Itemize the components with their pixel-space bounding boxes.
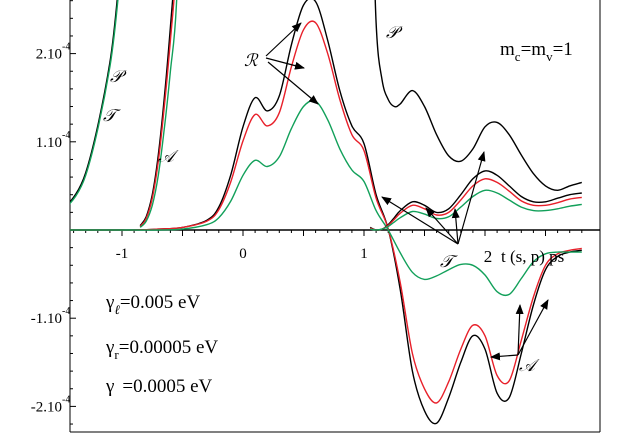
annotation-a-right: 𝒜 bbox=[519, 356, 540, 375]
tick-labels: -1 0 1 22.10 -41.10 -4-1.10 -4-2.10 -4 bbox=[31, 42, 493, 416]
param-gamma-l-symbol: γ bbox=[105, 292, 114, 313]
arrow-t-3 bbox=[451, 208, 460, 245]
param-gamma-r-sub: r bbox=[114, 347, 119, 362]
annotation-t-right: 𝒯 bbox=[440, 252, 458, 271]
series-line-1 bbox=[70, 20, 582, 404]
series-line-0 bbox=[70, 0, 582, 425]
arrow-r-1 bbox=[265, 22, 302, 57]
series-line-9 bbox=[369, 178, 582, 231]
series-line-2 bbox=[70, 99, 582, 297]
svg-text:γℓ=0.005 eV: γℓ=0.005 eV bbox=[105, 292, 200, 317]
mass-label: mc=mv=1 bbox=[500, 39, 573, 64]
svg-text:γr=0.00005 eV: γr=0.00005 eV bbox=[105, 337, 218, 362]
arrow-t-2 bbox=[425, 207, 459, 245]
arrow-r-3 bbox=[267, 61, 319, 105]
arrow-t-1 bbox=[381, 196, 459, 245]
svg-text:γ=0.0005 eV: γ =0.0005 eV bbox=[105, 376, 213, 397]
x-tick-label: -1 bbox=[116, 246, 129, 262]
parameters: γℓ=0.005 eV γr=0.00005 eV γ =0.0005 eV bbox=[105, 292, 218, 397]
svg-text:mc=mv=1: mc=mv=1 bbox=[500, 39, 573, 64]
series-line-6 bbox=[139, 0, 175, 227]
series-line-7 bbox=[139, 0, 178, 228]
annotation-arrows bbox=[265, 22, 549, 361]
arrow-t-4 bbox=[457, 151, 486, 245]
arrow-a-3 bbox=[517, 299, 549, 356]
y-tick-label: 1.10 bbox=[36, 135, 62, 151]
curves bbox=[70, 0, 583, 425]
annotations: ℛ 𝒫 𝒫 𝒯 𝒜 𝒯 𝒜 bbox=[103, 23, 540, 375]
y-tick-label: -1.10 bbox=[31, 311, 62, 327]
param-gamma-r-value: =0.00005 eV bbox=[119, 337, 219, 358]
mass-label-eq2: =1 bbox=[553, 39, 573, 60]
series-line-3 bbox=[70, 0, 583, 204]
annotation-a-left: 𝒜 bbox=[158, 147, 179, 166]
mass-label-eq1: =m bbox=[521, 39, 547, 60]
y-tick-label: 2.10 bbox=[36, 47, 62, 63]
annotation-t-left: 𝒯 bbox=[103, 106, 121, 125]
y-tick-exponent: -4 bbox=[62, 130, 70, 141]
y-tick-exponent: -4 bbox=[62, 394, 70, 405]
param-gamma-l-sub: ℓ bbox=[114, 302, 120, 317]
arrow-a-1 bbox=[515, 304, 524, 356]
y-tick-exponent: -4 bbox=[62, 42, 70, 53]
mass-label-v-sub: v bbox=[546, 49, 553, 64]
x-tick-label: 0 bbox=[239, 246, 247, 262]
annotation-r: ℛ bbox=[244, 51, 259, 70]
param-gamma-l-value: =0.005 eV bbox=[120, 292, 201, 313]
mass-label-c-sub: c bbox=[515, 49, 521, 64]
param-gamma-r-symbol: γ bbox=[105, 337, 114, 358]
x-axis-label: t (s, p) ps bbox=[501, 247, 564, 266]
arrow-a-2 bbox=[490, 352, 519, 361]
y-tick-exponent: -4 bbox=[62, 306, 70, 317]
y-tick-label: -2.10 bbox=[31, 399, 62, 415]
series-line-10 bbox=[369, 189, 582, 231]
param-gamma-value: =0.0005 eV bbox=[122, 376, 212, 397]
arrow-r-2 bbox=[265, 57, 305, 70]
series-line-8 bbox=[369, 170, 582, 231]
series-line-5 bbox=[139, 0, 174, 227]
param-gamma-symbol: γ bbox=[105, 376, 114, 397]
annotation-p-right: 𝒫 bbox=[386, 23, 403, 42]
x-tick-label: 1 bbox=[360, 246, 368, 262]
annotation-p-left: 𝒫 bbox=[110, 67, 127, 86]
mass-label-m: m bbox=[500, 39, 515, 60]
x-tick-label: 2 bbox=[484, 247, 493, 266]
